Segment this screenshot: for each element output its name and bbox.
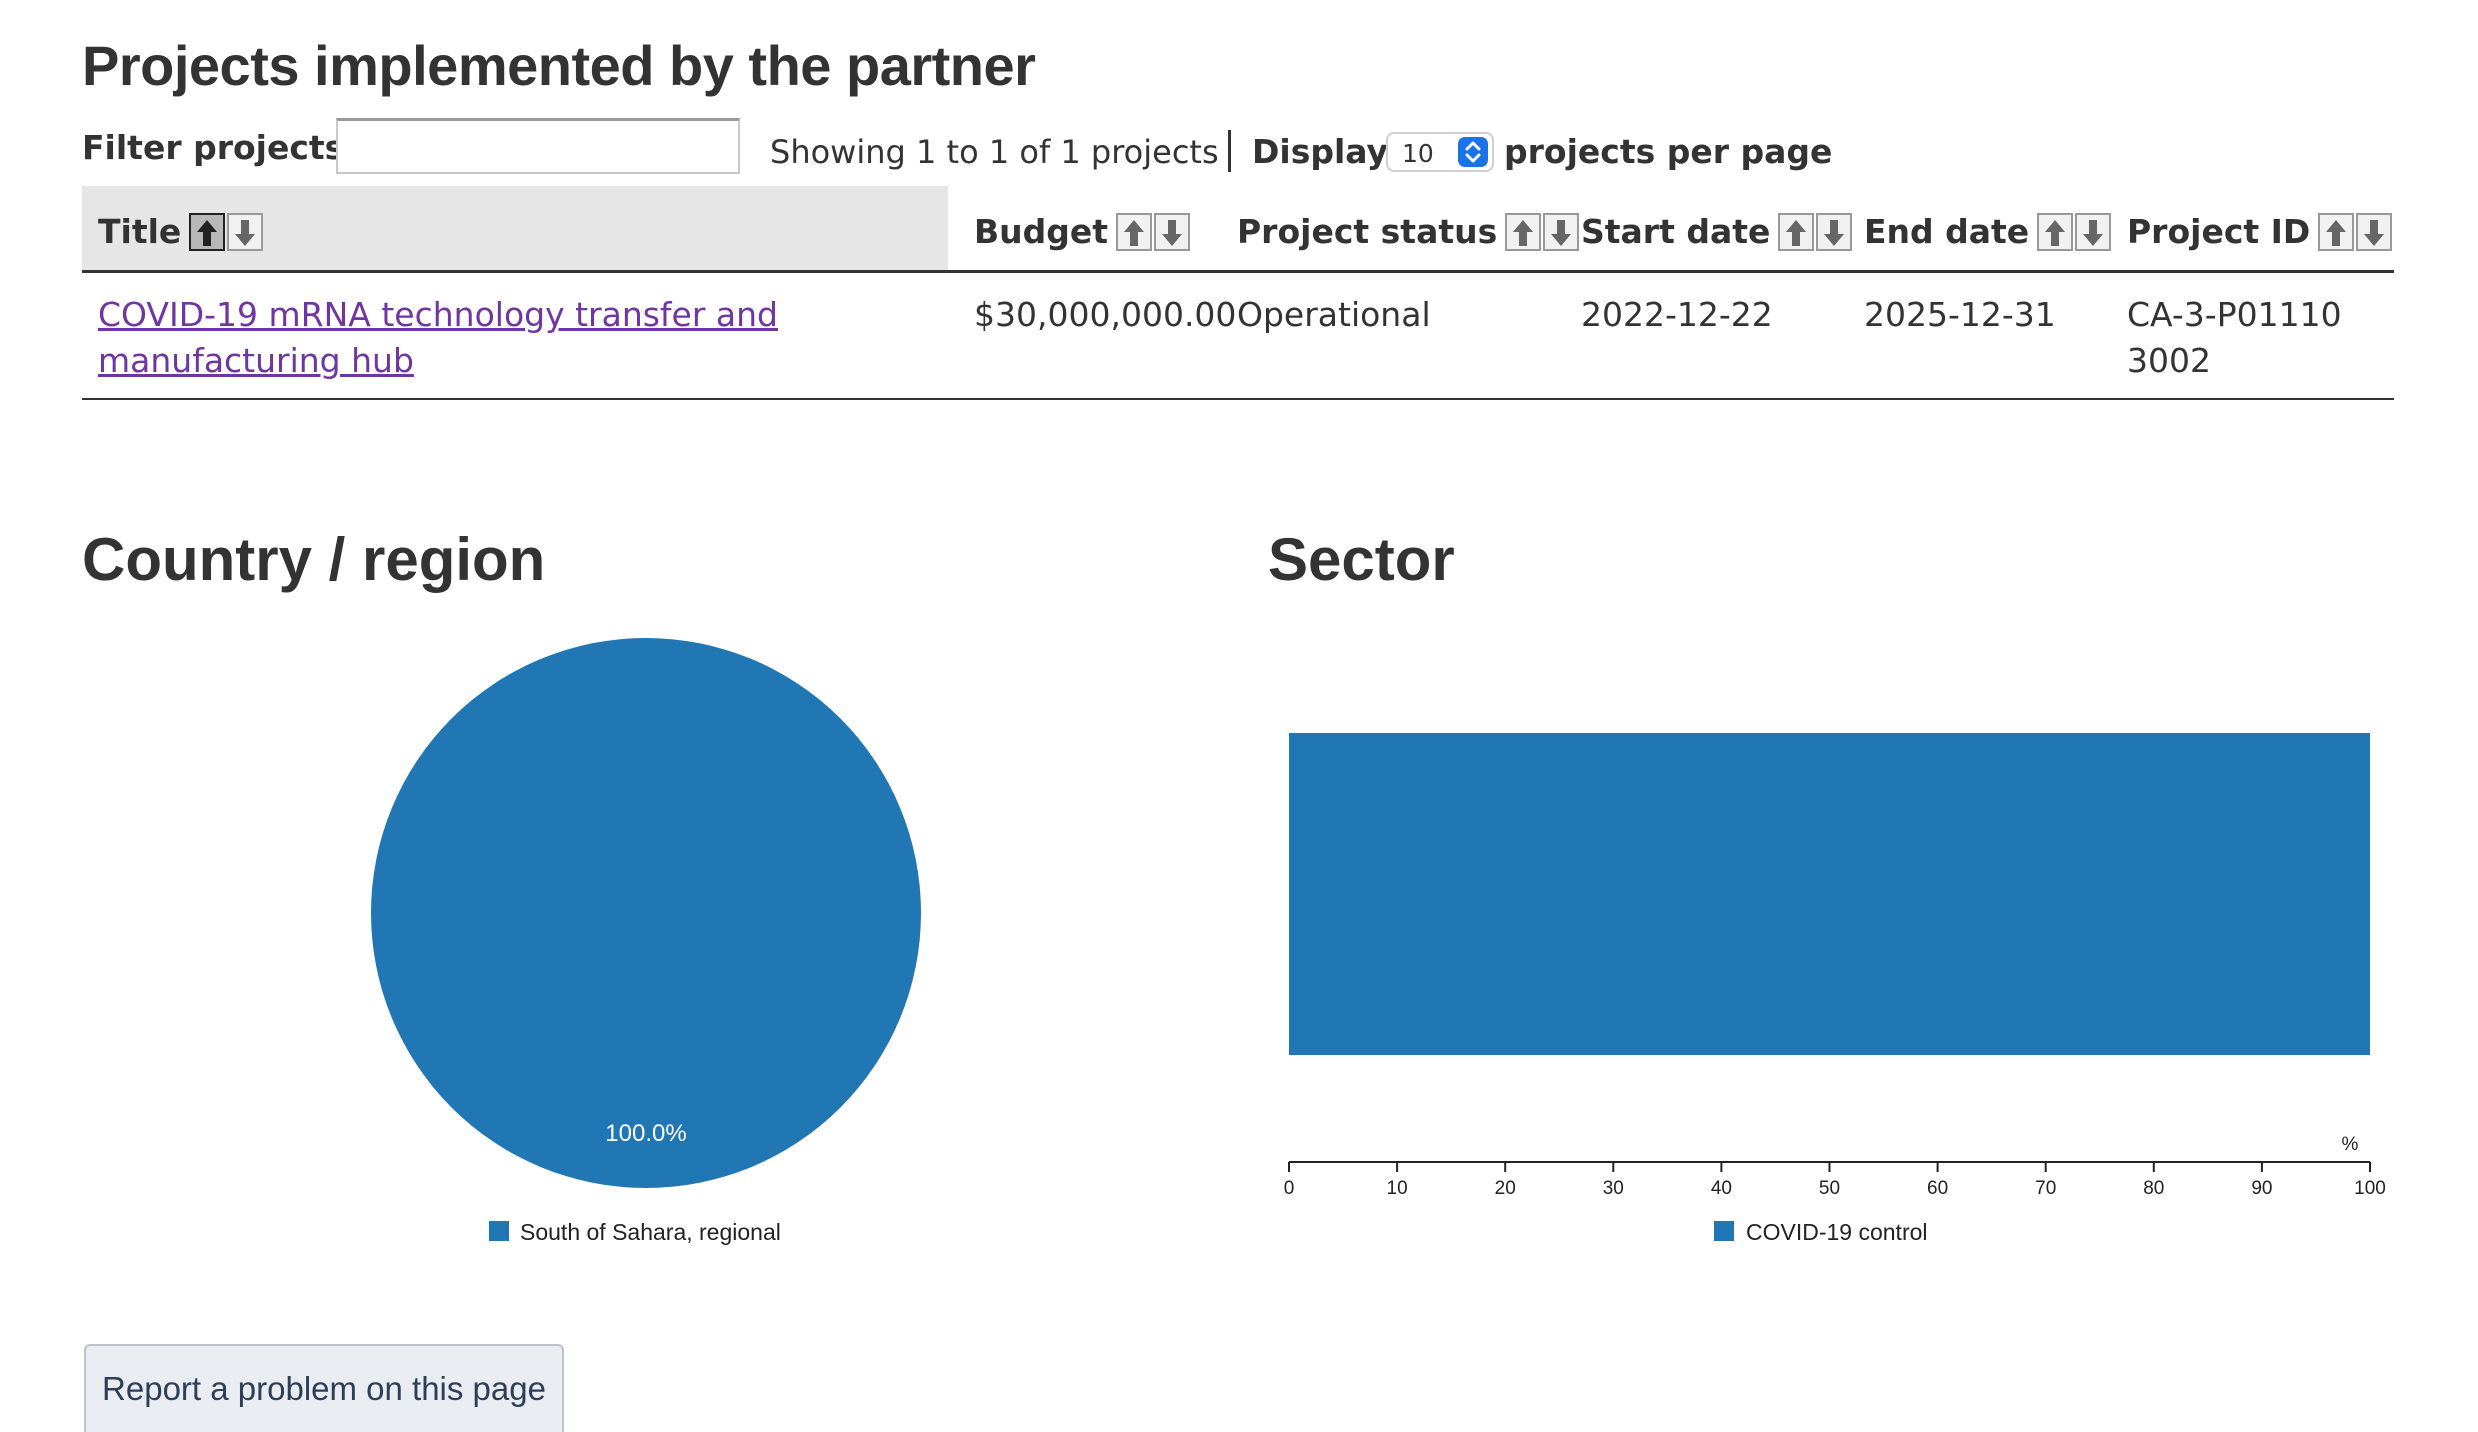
x-tick-label: 90: [2251, 1178, 2272, 1199]
showing-count-text: Showing 1 to 1 of 1 projects: [770, 133, 1219, 171]
sort-descending-icon[interactable]: [2075, 212, 2112, 251]
sector-heading: Sector: [1268, 526, 1455, 593]
country-pie-chart: 100.0% South of Sahara, regional: [371, 638, 921, 1245]
x-tick-label: 70: [2035, 1178, 2056, 1199]
country-region-heading: Country / region: [82, 526, 546, 593]
sort-ascending-icon[interactable]: [2318, 212, 2355, 251]
column-header-label: Project status: [1237, 211, 1498, 251]
sorted-column-highlight: [82, 186, 948, 270]
separator: [1228, 130, 1231, 172]
report-problem-button[interactable]: Report a problem on this page: [84, 1344, 564, 1432]
project-title-link[interactable]: COVID-19 mRNA technology transfer and ma…: [98, 295, 778, 380]
sort-descending-icon[interactable]: [1816, 212, 1853, 251]
sort-ascending-icon[interactable]: [1778, 212, 1815, 251]
sort-descending-icon[interactable]: [2356, 212, 2393, 251]
column-header-label: Budget: [974, 211, 1109, 251]
sort-ascending-icon[interactable]: [1505, 212, 1542, 251]
sort-descending-icon[interactable]: [227, 212, 264, 251]
per-page-label: projects per page: [1504, 132, 1833, 171]
table-header-divider: [82, 270, 2394, 273]
filter-projects-input[interactable]: [336, 118, 740, 174]
x-tick-label: 10: [1387, 1178, 1408, 1199]
per-page-select[interactable]: 10: [1386, 132, 1494, 172]
sector-bar-chart: 0 10 20 30 40 50 60 70 80 90 100% COVID-19 control: [1284, 733, 2386, 1245]
cell-status: Operational: [1237, 295, 1431, 334]
cell-title: COVID-19 mRNA technology transfer and ma…: [98, 292, 818, 384]
sort-ascending-icon[interactable]: [189, 212, 226, 251]
column-header-title: Title: [98, 210, 264, 252]
cell-start-date: 2022-12-22: [1581, 295, 1773, 334]
legend-label: South of Sahara, regional: [520, 1219, 781, 1245]
x-axis-label: %: [2342, 1134, 2359, 1155]
column-header-label: Start date: [1581, 211, 1771, 251]
per-page-value: 10: [1402, 139, 1434, 168]
x-tick-label: 60: [1927, 1178, 1948, 1199]
x-tick-label: 80: [2143, 1178, 2164, 1199]
x-tick-label: 100: [2354, 1178, 2386, 1199]
pie-data-label: 100.0%: [605, 1120, 686, 1147]
sort-ascending-icon[interactable]: [1116, 212, 1153, 251]
column-header-start-date: Start date: [1581, 210, 1853, 252]
sort-descending-icon[interactable]: [1154, 212, 1191, 251]
x-tick-label: 50: [1819, 1178, 1840, 1199]
legend-label: COVID-19 control: [1746, 1219, 1928, 1245]
x-tick-label: 20: [1495, 1178, 1516, 1199]
sort-descending-icon[interactable]: [1543, 212, 1580, 251]
column-header-end-date: End date: [1864, 210, 2112, 252]
cell-end-date: 2025-12-31: [1864, 295, 2056, 334]
column-header-label: End date: [1864, 211, 2030, 251]
legend-swatch: [489, 1221, 509, 1241]
x-tick-label: 30: [1603, 1178, 1624, 1199]
cell-project-id: CA-3-P011103002: [2127, 295, 2342, 380]
column-header-status: Project status: [1237, 210, 1580, 252]
x-tick-label: 40: [1711, 1178, 1732, 1199]
filter-label: Filter projects: [82, 128, 345, 167]
page-title: Projects implemented by the partner: [82, 34, 1036, 97]
column-header-budget: Budget: [974, 210, 1191, 252]
select-updown-icon: [1458, 137, 1488, 167]
cell-budget: $30,000,000.00: [974, 295, 1237, 334]
column-header-label: Project ID: [2127, 211, 2311, 251]
column-header-project-id: Project ID: [2127, 210, 2393, 252]
column-header-label: Title: [98, 211, 182, 251]
sort-ascending-icon[interactable]: [2037, 212, 2074, 251]
legend-swatch: [1714, 1221, 1734, 1241]
display-label: Display: [1252, 132, 1389, 171]
table-bottom-divider: [82, 398, 2394, 400]
sector-bar: [1289, 733, 2370, 1055]
x-tick-label: 0: [1284, 1178, 1295, 1199]
pie-slice: [371, 638, 921, 1188]
